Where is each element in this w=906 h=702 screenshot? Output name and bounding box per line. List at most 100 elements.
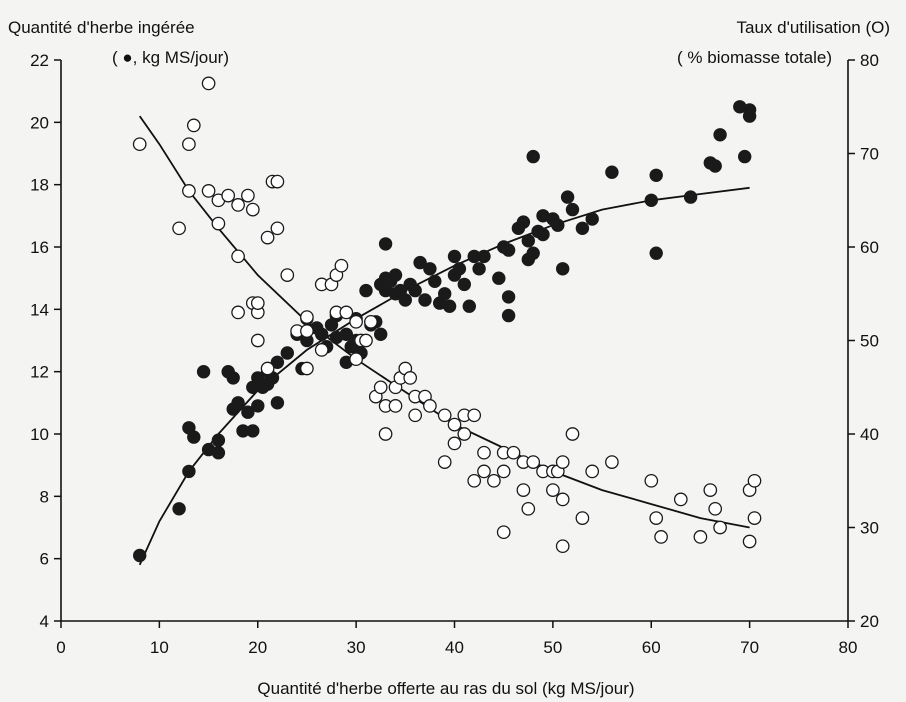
x-axis-label: Quantité d'herbe offerte au ras du sol (… xyxy=(257,679,634,698)
intake-point xyxy=(649,246,663,260)
intake-point xyxy=(462,299,476,313)
x-tick-label: 0 xyxy=(56,638,65,657)
utilization-point xyxy=(649,511,664,525)
intake-point xyxy=(280,346,294,360)
y-left-tick-label: 6 xyxy=(40,550,49,569)
intake-point xyxy=(708,159,722,173)
y-left-tick-label: 10 xyxy=(30,425,49,444)
y-right-tick-label: 80 xyxy=(860,51,879,70)
utilization-point xyxy=(339,305,354,320)
x-tick-label: 50 xyxy=(543,638,562,657)
utilization-point xyxy=(708,501,723,516)
utilization-point xyxy=(747,473,762,488)
utilization-point xyxy=(575,511,590,525)
utilization-point xyxy=(182,137,196,152)
intake-point xyxy=(565,202,580,217)
utilization-point xyxy=(231,249,245,264)
intake-point xyxy=(605,165,619,179)
intake-point xyxy=(231,396,245,410)
intake-point xyxy=(457,277,471,292)
utilization-point xyxy=(359,333,373,348)
utilization-point xyxy=(555,455,570,469)
utilization-point xyxy=(521,501,536,516)
intake-point xyxy=(738,149,752,164)
utilization-point xyxy=(231,198,245,212)
utilization-point xyxy=(334,258,349,273)
intake-point xyxy=(438,287,452,301)
intake-point xyxy=(501,308,516,323)
intake-point xyxy=(442,299,457,313)
x-tick-label: 10 xyxy=(150,638,169,657)
intake-point xyxy=(644,193,658,208)
utilization-point xyxy=(250,333,265,348)
utilization-point xyxy=(713,520,727,535)
utilization-point xyxy=(201,184,216,198)
utilization-point xyxy=(423,399,437,413)
utilization-point xyxy=(260,230,275,245)
utilization-point xyxy=(437,408,452,423)
utilization-point xyxy=(349,314,363,329)
intake-point xyxy=(556,262,570,276)
utilization-point xyxy=(496,525,511,540)
utilization-point xyxy=(742,534,757,549)
utilization-point xyxy=(211,216,226,231)
intake-point xyxy=(585,212,599,226)
right-axis-label-line1: Taux d'utilisation (O) xyxy=(737,18,890,37)
utilization-point xyxy=(457,427,472,441)
utilization-point xyxy=(408,408,423,423)
utilization-point xyxy=(172,221,186,236)
y-left-tick-label: 20 xyxy=(30,113,49,132)
y-left-tick-label: 12 xyxy=(30,363,49,382)
utilization-fit-curve xyxy=(138,115,750,529)
utilization-point xyxy=(300,324,314,338)
intake-point xyxy=(270,355,285,369)
intake-point xyxy=(428,274,442,288)
utilization-point xyxy=(747,511,762,525)
intake-point xyxy=(713,128,727,142)
utilization-point xyxy=(703,483,718,497)
utilization-point xyxy=(231,305,245,320)
y-right-tick-label: 60 xyxy=(860,238,879,257)
utilization-point xyxy=(182,184,196,198)
utilization-point xyxy=(403,371,418,385)
intake-point xyxy=(560,190,575,204)
intake-point xyxy=(246,424,260,438)
utilization-point xyxy=(447,436,462,451)
utilization-point xyxy=(467,408,482,423)
intake-point xyxy=(418,293,432,307)
intake-point xyxy=(413,255,427,270)
intake-point xyxy=(516,215,531,229)
intake-point xyxy=(447,249,462,264)
utilization-point xyxy=(364,314,378,329)
utilization-point xyxy=(506,445,521,460)
utilization-point xyxy=(241,188,255,203)
intake-point xyxy=(211,433,226,447)
intake-point xyxy=(536,227,550,242)
utilization-point xyxy=(378,427,393,441)
utilization-point xyxy=(270,221,285,236)
intake-point xyxy=(501,243,516,257)
utilization-point xyxy=(280,268,295,282)
y-left-tick-label: 8 xyxy=(40,487,49,506)
intake-point xyxy=(423,262,437,276)
y-left-tick-label: 4 xyxy=(40,612,49,631)
intake-point xyxy=(477,249,491,264)
intake-point xyxy=(472,262,486,276)
intake-point xyxy=(649,168,663,183)
utilization-point xyxy=(447,417,462,432)
x-tick-label: 60 xyxy=(642,638,661,657)
utilization-point xyxy=(487,473,501,488)
curves xyxy=(138,115,750,566)
utilization-point xyxy=(437,455,452,469)
utilization-point xyxy=(605,455,619,469)
intake-point xyxy=(270,396,285,410)
ticks: 0 10 20 30 40 50 60 70 80 4 6 8 10 12 14 16 18 20 22 20 30 40… xyxy=(30,51,879,657)
y-right-tick-label: 30 xyxy=(860,519,879,538)
utilization-point xyxy=(496,464,511,479)
x-tick-label: 80 xyxy=(839,638,858,657)
intake-point xyxy=(133,548,147,563)
y-left-tick-label: 14 xyxy=(30,300,49,319)
intake-point xyxy=(196,365,211,379)
utilization-point xyxy=(132,137,147,152)
